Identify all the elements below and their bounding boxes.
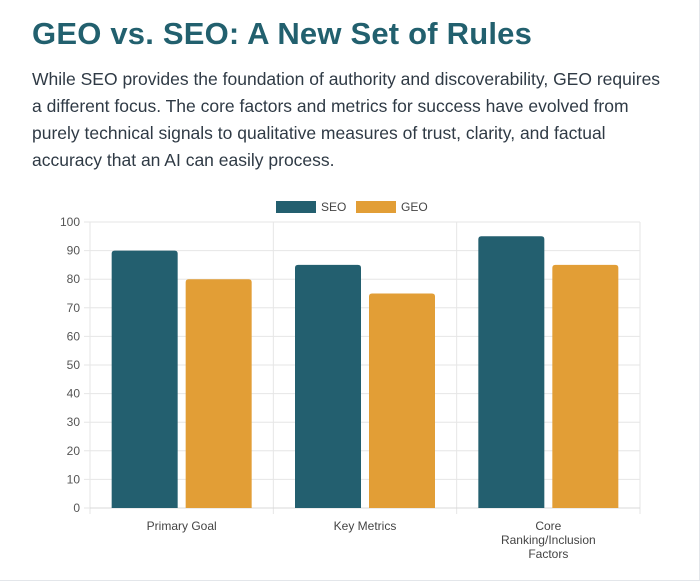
x-tick-label-line: Primary Goal [147,519,217,533]
legend-item-geo[interactable]: GEO [356,200,428,214]
chart-axes: 0 10 20 30 40 50 60 70 80 90 100 Primary Goal Key Me… [60,215,640,561]
bar-geo[interactable] [185,279,252,508]
bar-seo[interactable] [111,250,178,508]
page-title: GEO vs. SEO: A New Set of Rules [32,16,533,51]
y-tick-label: 50 [67,358,81,372]
x-tick-label: Primary Goal [147,519,217,533]
x-tick-label-line: Ranking/Inclusion [501,533,596,547]
y-tick-label: 0 [73,501,80,515]
legend-label: GEO [401,200,428,214]
x-tick-label-line: Factors [528,547,568,561]
y-tick-label: 20 [67,444,81,458]
legend-label: SEO [321,200,346,214]
legend-swatch [356,201,396,213]
y-tick-label: 100 [60,215,80,229]
chart-bars [111,236,619,509]
y-tick-label: 70 [67,301,81,315]
chart-legend[interactable]: SEO GEO [276,200,428,214]
bar-seo[interactable] [295,264,361,508]
bar-geo[interactable] [369,293,435,509]
legend-item-seo[interactable]: SEO [276,200,346,214]
legend-swatch [276,201,316,213]
y-tick-label: 30 [67,415,81,429]
x-tick-label-line: Key Metrics [334,519,397,533]
x-tick-label: Key Metrics [334,519,397,533]
bar-seo[interactable] [478,236,545,509]
y-tick-label: 60 [67,329,81,343]
y-tick-label: 80 [67,272,81,286]
y-tick-label: 40 [67,387,81,401]
y-tick-label: 90 [67,244,81,258]
y-tick-label: 10 [67,472,81,486]
page-description: While SEO provides the foundation of aut… [32,69,661,170]
bar-geo[interactable] [552,264,619,508]
x-tick-label-line: Core [535,519,561,533]
x-tick-label: Core Ranking/Inclusion Factors [501,519,596,561]
